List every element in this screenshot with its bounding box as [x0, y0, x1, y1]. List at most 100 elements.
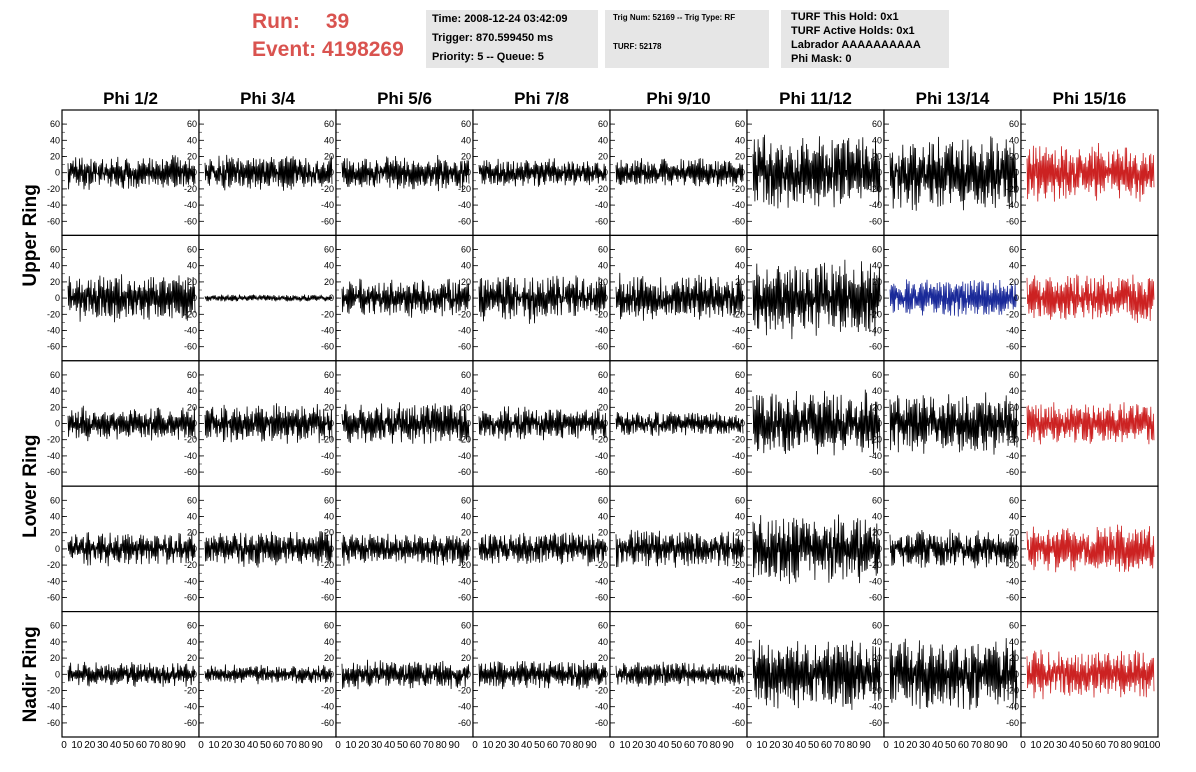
waveform-trace — [1026, 402, 1155, 445]
waveform-trace — [204, 403, 333, 444]
waveform-trace — [889, 392, 1018, 455]
y-tick-label: -20 — [595, 560, 608, 570]
x-tick-label: 0 — [198, 740, 204, 751]
y-tick-label: -60 — [458, 718, 471, 728]
waveform-trace — [67, 274, 196, 323]
y-tick-label: -40 — [732, 576, 745, 586]
x-tick-label: 20 — [1043, 740, 1055, 751]
column-header: Phi 7/8 — [514, 89, 569, 108]
y-tick-label: 0 — [1014, 293, 1019, 303]
y-tick-label: -40 — [1006, 702, 1019, 712]
x-tick-label: 20 — [221, 740, 233, 751]
y-tick-label: -40 — [1006, 451, 1019, 461]
y-tick-label: -60 — [47, 342, 60, 352]
y-tick-label: 40 — [50, 512, 60, 522]
x-tick-label: 30 — [1056, 740, 1068, 751]
column-header: Phi 11/12 — [779, 89, 852, 108]
x-tick-label: 50 — [945, 740, 957, 751]
column-header: Phi 1/2 — [103, 89, 158, 108]
y-tick-label: -20 — [1006, 686, 1019, 696]
trigger-text: Trigger: 870.599450 ms — [432, 32, 554, 44]
y-tick-label: -60 — [1006, 718, 1019, 728]
panel: -60 -40 -20 0 20 40 60 — [595, 109, 748, 237]
panel: -60 -40 -20 0 20 40 60 — [1006, 485, 1159, 613]
y-tick-label: -40 — [458, 451, 471, 461]
y-tick-label: 0 — [55, 419, 60, 429]
x-tick-label: 80 — [1121, 740, 1133, 751]
y-tick-label: 20 — [461, 653, 471, 663]
y-tick-label: -40 — [458, 200, 471, 210]
y-tick-label: 40 — [598, 637, 608, 647]
y-tick-label: 40 — [1009, 135, 1019, 145]
y-tick-label: 40 — [324, 261, 334, 271]
y-tick-label: 40 — [187, 386, 197, 396]
waveform-trace — [204, 531, 333, 568]
y-tick-label: 60 — [50, 370, 60, 380]
y-tick-label: 40 — [735, 637, 745, 647]
waveform-trace — [615, 158, 744, 187]
y-tick-label: 20 — [735, 277, 745, 287]
y-tick-label: 0 — [466, 293, 471, 303]
panel: -60 -40 -20 0 20 40 60 — [1006, 360, 1159, 487]
x-tick-label: 30 — [97, 740, 109, 751]
y-tick-label: 20 — [735, 402, 745, 412]
panel: -60 -40 -20 0 20 40 60 — [732, 234, 885, 362]
y-tick-label: 40 — [324, 386, 334, 396]
waveform-trace — [889, 529, 1018, 569]
y-tick-label: 20 — [50, 152, 60, 162]
x-tick-label: 80 — [436, 740, 448, 751]
waveform-trace — [341, 659, 470, 690]
y-tick-label: -20 — [184, 184, 197, 194]
y-tick-label: 60 — [1009, 495, 1019, 505]
y-tick-label: -60 — [458, 467, 471, 477]
y-tick-label: 60 — [872, 119, 882, 129]
y-tick-label: 20 — [872, 277, 882, 287]
y-tick-label: 40 — [735, 261, 745, 271]
y-tick-label: -60 — [1006, 467, 1019, 477]
y-tick-label: 20 — [461, 528, 471, 538]
priority-text: Priority: 5 -- Queue: 5 — [432, 51, 544, 63]
x-tick-label: 50 — [534, 740, 546, 751]
y-tick-label: 0 — [466, 669, 471, 679]
run-label: Run: — [252, 10, 300, 33]
panel: -60 -40 -20 0 20 40 60 — [869, 485, 1022, 613]
y-tick-label: 0 — [603, 544, 608, 554]
y-tick-label: 0 — [877, 669, 882, 679]
y-tick-label: 0 — [740, 419, 745, 429]
y-tick-label: -40 — [1006, 326, 1019, 336]
y-tick-label: 60 — [324, 245, 334, 255]
y-tick-label: 20 — [1009, 277, 1019, 287]
y-tick-label: -40 — [458, 702, 471, 712]
y-tick-label: 20 — [598, 152, 608, 162]
y-tick-label: 0 — [1014, 419, 1019, 429]
y-tick-label: -20 — [47, 686, 60, 696]
y-tick-label: -60 — [732, 216, 745, 226]
x-tick-label: 60 — [410, 740, 422, 751]
y-tick-label: 60 — [872, 245, 882, 255]
y-tick-label: 60 — [187, 245, 197, 255]
waveform-trace — [752, 259, 881, 340]
y-tick-label: 0 — [740, 669, 745, 679]
x-tick-label: 30 — [508, 740, 520, 751]
panel: -60 -40 -20 0 20 40 60 — [732, 109, 885, 237]
waveform-trace — [889, 136, 1018, 211]
y-tick-label: 40 — [461, 512, 471, 522]
y-tick-label: 40 — [461, 386, 471, 396]
y-tick-label: 20 — [461, 277, 471, 287]
y-tick-label: -40 — [732, 702, 745, 712]
y-tick-label: 60 — [50, 495, 60, 505]
x-tick-label: 40 — [247, 740, 259, 751]
x-tick-label: 90 — [1134, 740, 1146, 751]
x-tick-label: 90 — [586, 740, 598, 751]
panel: -60 -40 -20 0 20 40 60 — [869, 109, 1022, 237]
x-tick-label: 70 — [286, 740, 298, 751]
waveform-trace — [1026, 274, 1155, 323]
y-tick-label: 60 — [598, 495, 608, 505]
y-tick-label: 40 — [735, 386, 745, 396]
panel: -60 -40 -20 0 20 40 60 — [1006, 610, 1159, 738]
panel: -60 -40 -20 0 20 40 60 — [595, 234, 748, 362]
y-tick-label: -20 — [732, 184, 745, 194]
y-tick-label: -60 — [47, 467, 60, 477]
y-tick-label: 0 — [877, 293, 882, 303]
